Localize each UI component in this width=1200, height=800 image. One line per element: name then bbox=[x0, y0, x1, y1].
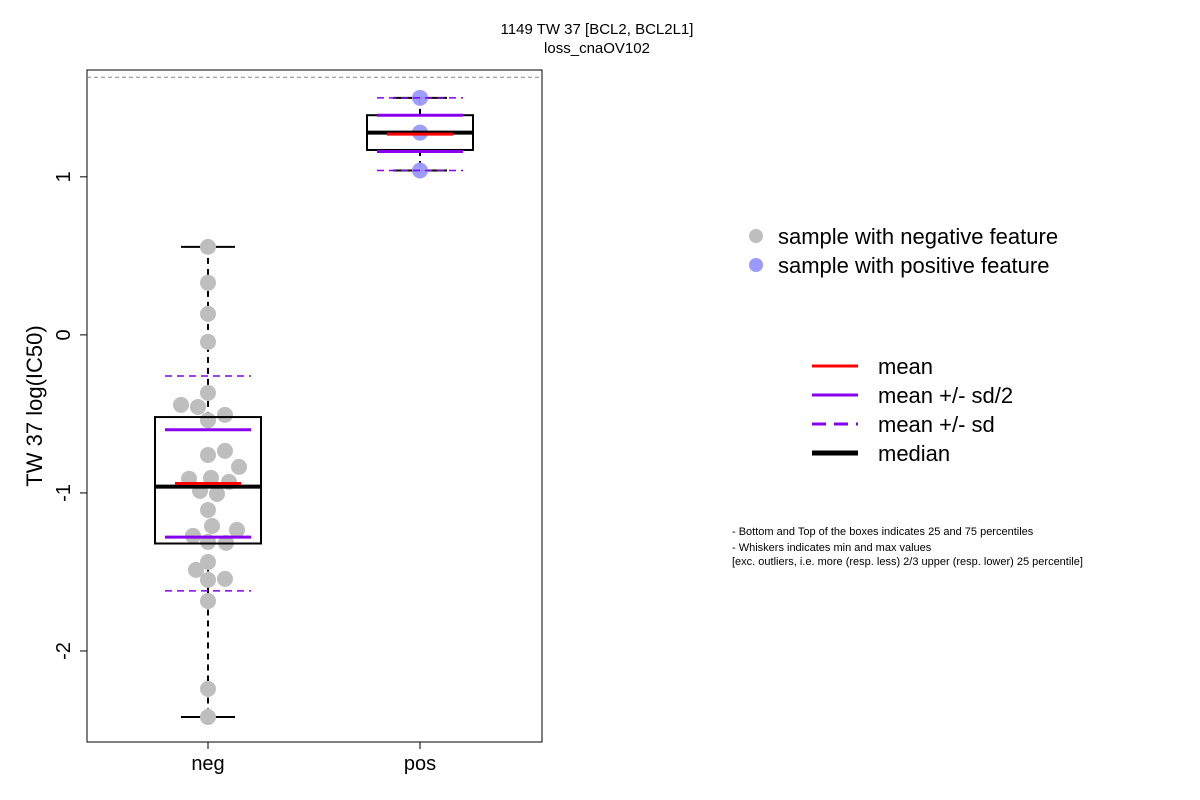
legend-marker bbox=[749, 258, 763, 272]
y-tick-label: 0 bbox=[53, 329, 75, 340]
data-point-neg bbox=[200, 571, 216, 588]
chart-title: 1149 TW 37 [BCL2, BCL2L1] bbox=[501, 21, 694, 38]
data-point-neg bbox=[200, 274, 216, 291]
y-axis-label: TW 37 log(IC50) bbox=[22, 325, 47, 486]
data-point-neg bbox=[203, 469, 219, 486]
data-point-neg bbox=[217, 442, 233, 459]
data-point-neg bbox=[229, 521, 245, 538]
data-point-neg bbox=[190, 398, 206, 415]
data-point-neg bbox=[200, 593, 216, 610]
data-point-neg bbox=[209, 485, 225, 502]
data-point-neg bbox=[204, 517, 220, 534]
data-point-neg bbox=[200, 446, 216, 463]
data-point-neg bbox=[200, 333, 216, 350]
data-point-neg bbox=[200, 412, 216, 429]
y-tick-label: 1 bbox=[53, 171, 75, 182]
data-point-neg bbox=[200, 384, 216, 401]
plot-frame bbox=[86, 69, 543, 743]
legend-label: sample with positive feature bbox=[778, 253, 1049, 278]
data-point-neg bbox=[231, 458, 247, 475]
data-point-neg bbox=[173, 396, 189, 413]
box-neg bbox=[154, 416, 262, 545]
x-tick-label-neg: neg bbox=[191, 753, 224, 775]
legend-marker bbox=[749, 229, 763, 243]
data-point-neg bbox=[188, 561, 204, 578]
data-point-neg bbox=[200, 709, 216, 726]
x-tick-label-pos: pos bbox=[404, 753, 436, 775]
y-tick-label: -2 bbox=[53, 642, 75, 660]
data-point-neg bbox=[200, 553, 216, 570]
data-point-neg bbox=[200, 680, 216, 697]
chart-subtitle: loss_cnaOV102 bbox=[544, 40, 650, 57]
legend-label: mean bbox=[878, 354, 933, 379]
note-line-2: - Whiskers indicates min and max values bbox=[732, 542, 932, 554]
note-line-3: [exc. outliers, i.e. more (resp. less) 2… bbox=[732, 556, 1083, 568]
legend-label: mean +/- sd/2 bbox=[878, 383, 1013, 408]
data-point-neg bbox=[217, 570, 233, 587]
data-point-neg bbox=[217, 406, 233, 423]
legend-label: median bbox=[878, 441, 950, 466]
data-point-neg bbox=[200, 501, 216, 518]
data-point-neg bbox=[200, 238, 216, 255]
data-point-neg bbox=[200, 305, 216, 322]
legend-label: sample with negative feature bbox=[778, 224, 1058, 249]
legend-label: mean +/- sd bbox=[878, 412, 995, 437]
y-tick-label: -1 bbox=[53, 484, 75, 502]
note-line-1: - Bottom and Top of the boxes indicates … bbox=[732, 526, 1034, 538]
